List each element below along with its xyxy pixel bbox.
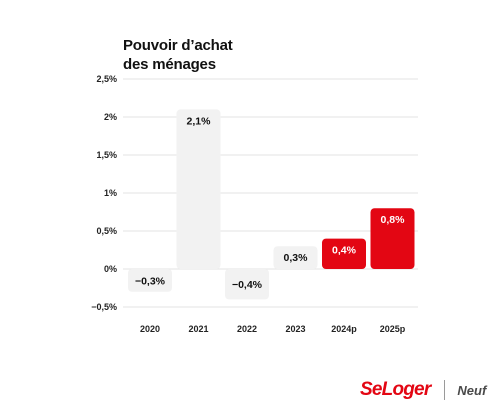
value-label-2023: 0,3%: [284, 252, 309, 264]
value-labels: −0,3% 2,1% −0,4% 0,3% 0,4% 0,8%: [135, 115, 405, 291]
x-tick-label-2022: 2022: [237, 324, 257, 334]
y-tick-label: 2,5%: [96, 74, 117, 84]
bars: [128, 109, 415, 300]
value-label-2021: 2,1%: [187, 115, 212, 127]
chart-title: Pouvoir d’achat des ménages: [123, 37, 233, 73]
x-tick-label-2025p: 2025p: [380, 324, 406, 334]
x-tick-label-2020: 2020: [140, 324, 160, 334]
value-label-2024p: 0,4%: [332, 245, 357, 257]
logo-sub: Neuf: [457, 382, 487, 398]
x-tick-label-2024p: 2024p: [331, 324, 357, 334]
grid-lines: [123, 78, 418, 308]
x-tick-label-2021: 2021: [188, 324, 208, 334]
y-tick-label: 1%: [104, 188, 117, 198]
value-label-2020: −0,3%: [135, 275, 166, 287]
bar-2020: [128, 269, 172, 292]
y-axis-tick-labels: 2,5% 2% 1,5% 1% 0,5% 0% −0,5%: [91, 74, 117, 312]
seloger-neuf-logo: SeLoger Neuf: [360, 377, 486, 403]
value-label-2022: −0,4%: [232, 279, 263, 291]
y-tick-label: 2%: [104, 112, 117, 122]
y-tick-label: 0%: [104, 264, 117, 274]
bar-2025p: [370, 208, 415, 269]
x-axis-tick-labels: 2020 2021 2022 2023 2024p 2025p: [140, 324, 406, 334]
bar-2024p: [322, 238, 366, 269]
x-tick-label-2023: 2023: [285, 324, 305, 334]
y-tick-label: −0,5%: [91, 302, 117, 312]
logo-brand: SeLoger: [360, 379, 431, 400]
bar-2022: [225, 269, 269, 300]
logo-separator: [444, 380, 446, 400]
y-tick-label: 0,5%: [96, 226, 117, 236]
bar-2021: [176, 109, 221, 270]
value-label-2025p: 0,8%: [381, 214, 406, 226]
y-tick-label: 1,5%: [96, 150, 117, 160]
bar-2023: [273, 246, 318, 269]
